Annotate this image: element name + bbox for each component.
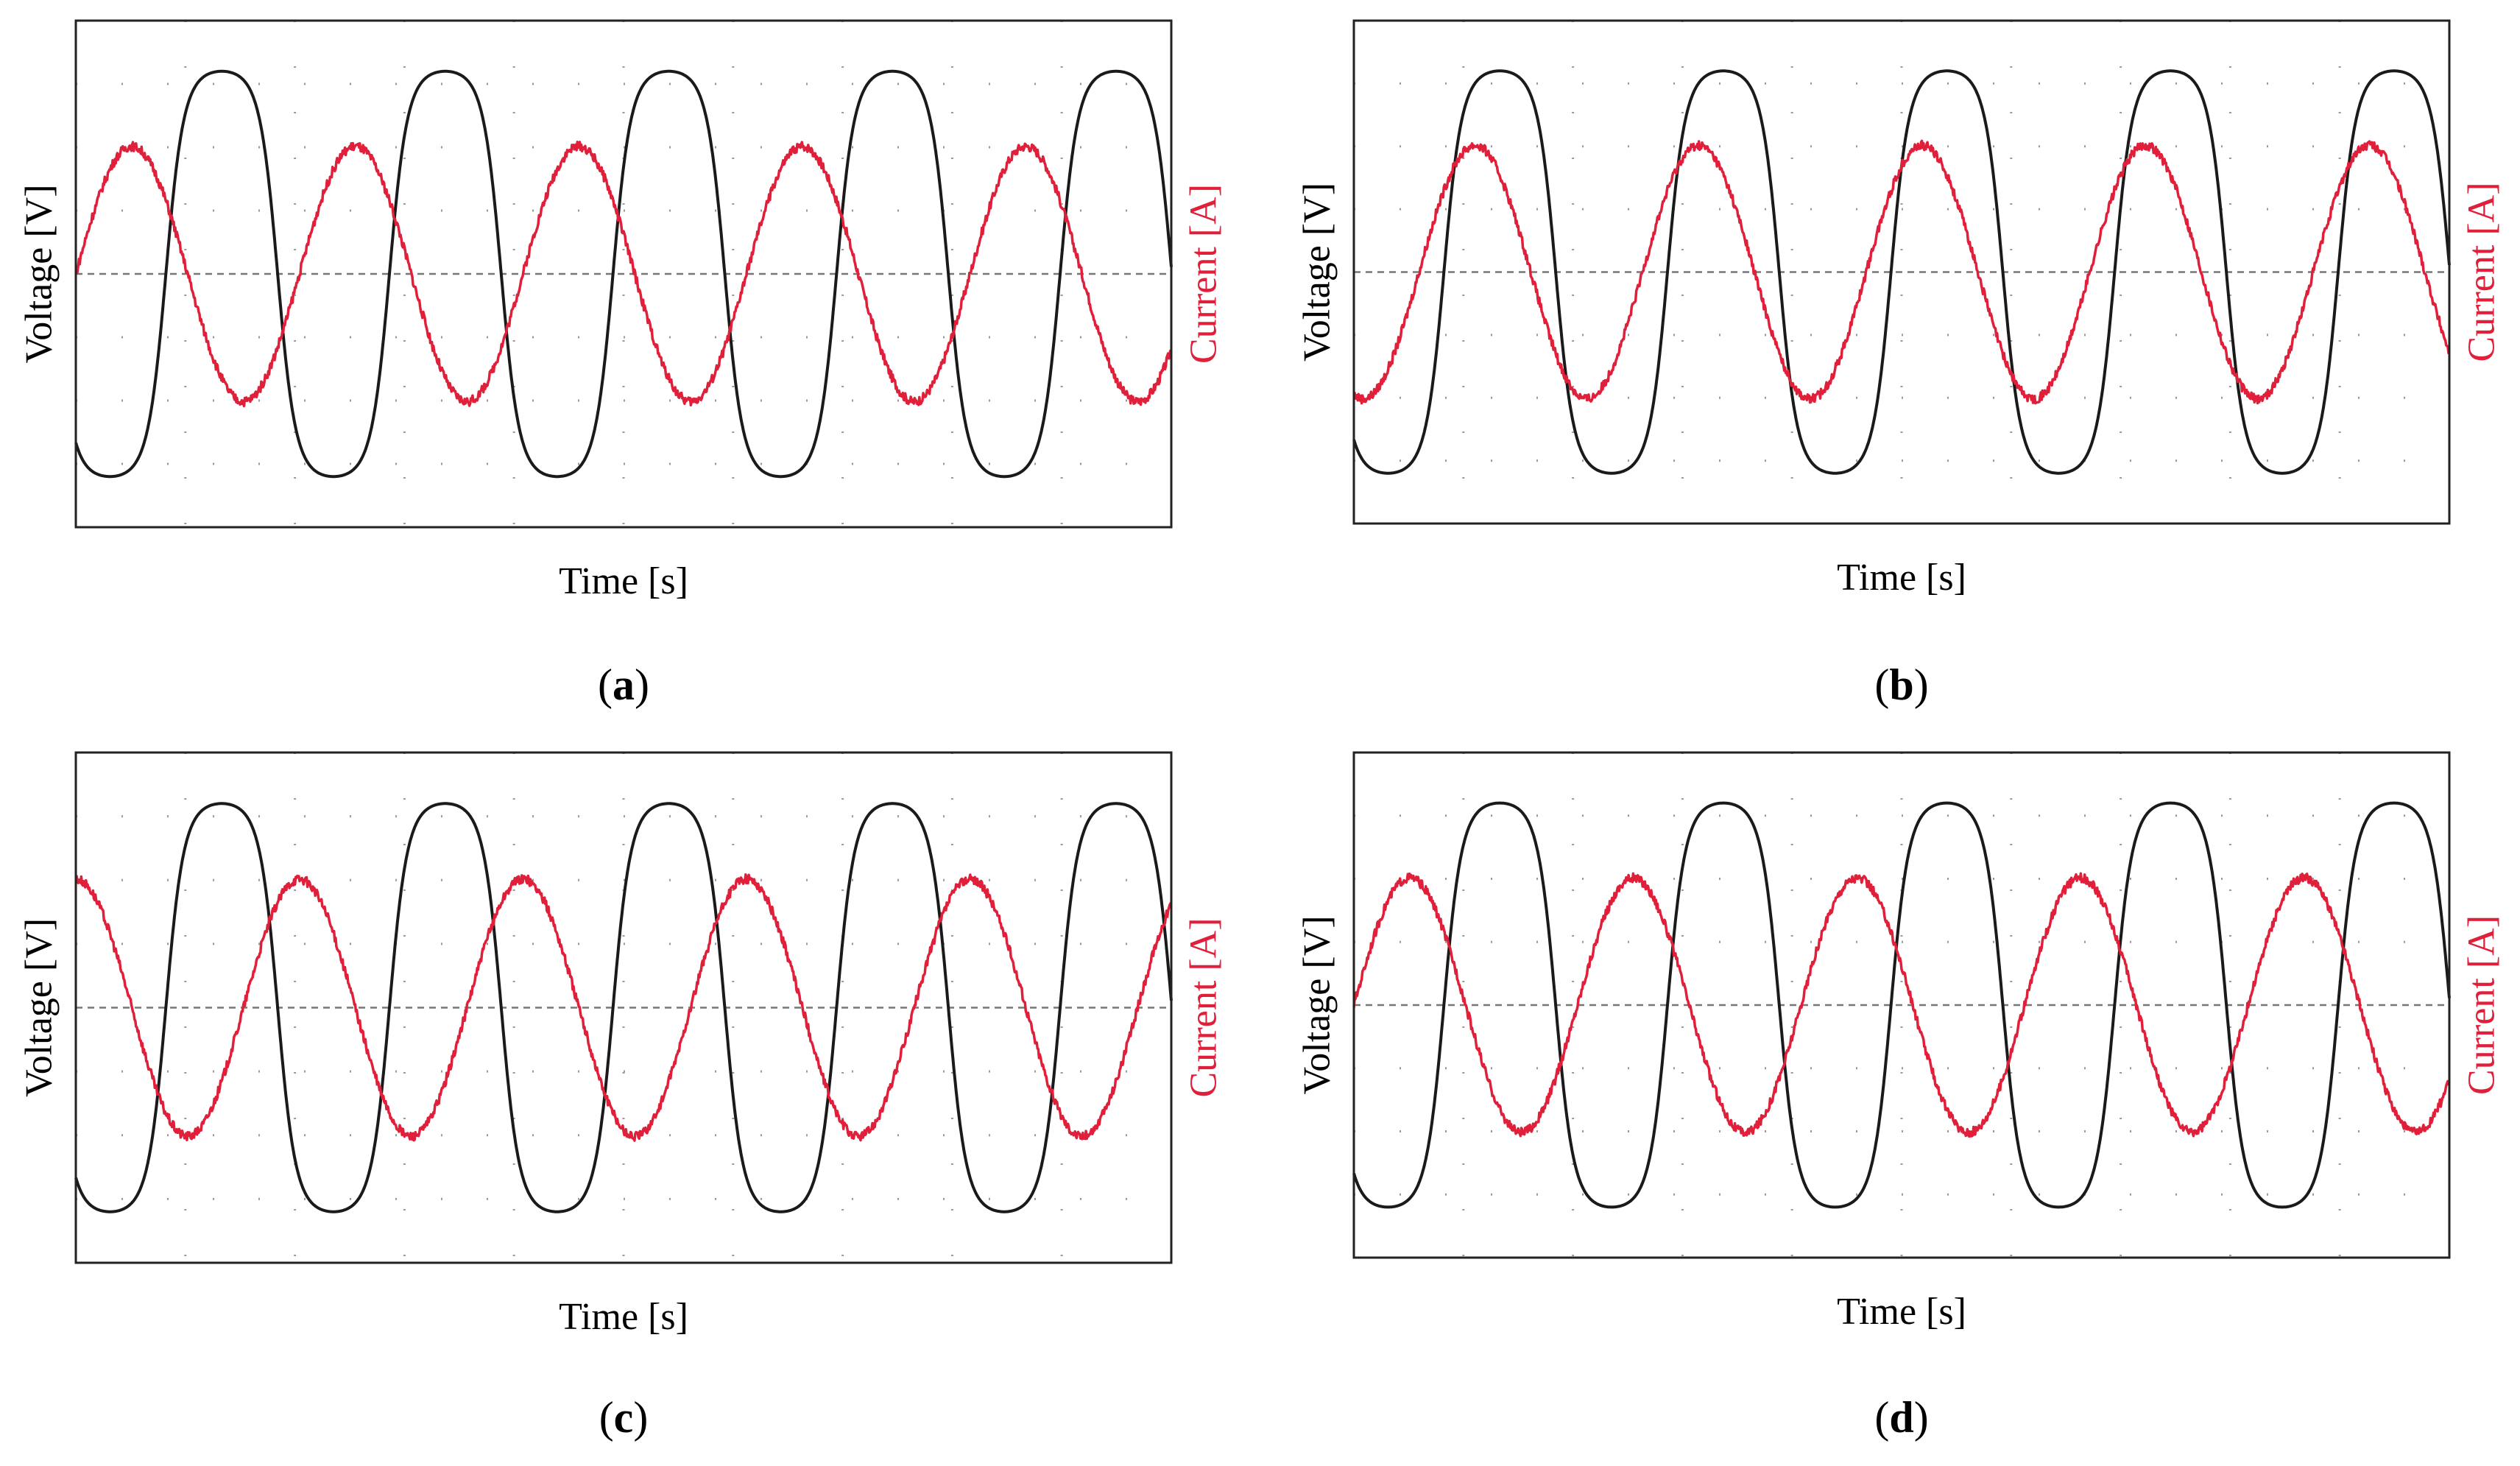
y-axis-label-voltage: Voltage [V] bbox=[18, 918, 60, 1097]
caption-close-paren: ) bbox=[633, 1393, 648, 1442]
x-axis-label: Time [s] bbox=[559, 560, 688, 602]
grid bbox=[76, 21, 1171, 527]
current-waveform bbox=[74, 873, 1173, 1142]
voltage-waveform bbox=[1352, 801, 2451, 1209]
caption-letter: a bbox=[613, 660, 635, 709]
chart-panel-b: Time [s] Voltage [V] Current [A] (b) bbox=[1296, 19, 2503, 709]
caption-open-paren: ( bbox=[599, 1393, 614, 1442]
caption-open-paren: ( bbox=[1874, 660, 1889, 709]
y-axis-label-voltage: Voltage [V] bbox=[1296, 183, 1338, 362]
y-axis-label-current: Current [A] bbox=[2461, 182, 2503, 362]
y-axis-label-voltage: Voltage [V] bbox=[18, 184, 60, 363]
chart-panel-d: Time [s] Voltage [V] Current [A] (d) bbox=[1296, 751, 2503, 1442]
caption-open-paren: ( bbox=[598, 660, 613, 709]
plot-frame bbox=[1352, 19, 2451, 525]
caption-close-paren: ) bbox=[1914, 660, 1929, 709]
y-axis-label-current: Current [A] bbox=[1183, 917, 1225, 1097]
plot-frame bbox=[74, 751, 1173, 1264]
caption-letter: c bbox=[614, 1393, 634, 1442]
voltage-waveform bbox=[74, 802, 1173, 1213]
caption-close-paren: ) bbox=[635, 660, 649, 709]
panel-caption: (d) bbox=[1874, 1393, 1928, 1442]
x-axis-label: Time [s] bbox=[1837, 1291, 1966, 1333]
x-axis-label: Time [s] bbox=[1837, 557, 1966, 599]
caption-close-paren: ) bbox=[1914, 1393, 1929, 1442]
grid bbox=[1354, 753, 2449, 1258]
current-waveform bbox=[1352, 139, 2451, 405]
plot-frame bbox=[1352, 751, 2451, 1259]
caption-letter: d bbox=[1889, 1393, 1913, 1442]
y-axis-label-voltage: Voltage [V] bbox=[1296, 915, 1338, 1094]
current-waveform bbox=[74, 140, 1173, 408]
caption-open-paren: ( bbox=[1874, 1393, 1889, 1442]
chart-panel-a: Time [s] Voltage [V] Current [A] (a) bbox=[18, 19, 1225, 709]
panel-caption: (c) bbox=[599, 1393, 649, 1442]
voltage-waveform bbox=[74, 69, 1173, 479]
plot-frame bbox=[74, 19, 1173, 529]
x-axis-label: Time [s] bbox=[559, 1296, 688, 1338]
y-axis-label-current: Current [A] bbox=[1183, 184, 1225, 364]
panel-caption: (b) bbox=[1874, 660, 1928, 709]
chart-panel-c: Time [s] Voltage [V] Current [A] (c) bbox=[18, 751, 1225, 1442]
panel-caption: (a) bbox=[598, 660, 649, 709]
grid bbox=[76, 753, 1171, 1263]
caption-letter: b bbox=[1889, 660, 1913, 709]
current-waveform bbox=[1352, 872, 2451, 1138]
grid bbox=[1354, 21, 2449, 524]
y-axis-label-current: Current [A] bbox=[2461, 915, 2503, 1095]
